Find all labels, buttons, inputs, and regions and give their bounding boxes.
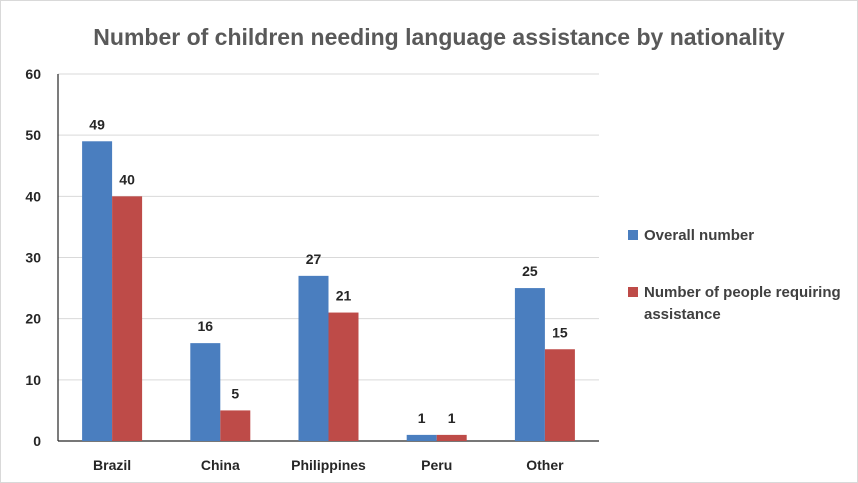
- legend: Overall number Number of people requiring…: [628, 227, 841, 323]
- x-category-label: China: [201, 457, 240, 473]
- bar: [436, 434, 467, 441]
- data-label: 16: [198, 318, 214, 334]
- y-tick-label: 30: [25, 250, 41, 266]
- bar: [82, 141, 113, 442]
- bar: [406, 434, 437, 441]
- bar: [298, 275, 329, 441]
- legend-label: Overall number: [644, 227, 754, 244]
- y-tick-label: 60: [25, 66, 41, 82]
- bars: [82, 141, 575, 442]
- data-label: 5: [231, 385, 239, 401]
- data-label: 1: [418, 410, 426, 426]
- bar: [514, 288, 545, 441]
- bar: [112, 196, 143, 441]
- data-label: 15: [552, 324, 568, 340]
- legend-swatch: [628, 287, 638, 297]
- bar: [190, 343, 221, 441]
- bar: [328, 312, 359, 441]
- gridlines: [58, 73, 599, 381]
- x-category-label: Other: [526, 457, 564, 473]
- x-category-label: Philippines: [291, 457, 366, 473]
- data-label: 49: [89, 116, 105, 132]
- legend-swatch: [628, 230, 638, 240]
- data-labels: 49 40 16 5 27 21 1 1 25 15: [89, 116, 568, 426]
- y-tick-label: 20: [25, 311, 41, 327]
- legend-label-line: Number of people requiring: [644, 284, 841, 301]
- legend-label: Number of people requiring assistance: [644, 284, 841, 323]
- x-category-label: Peru: [421, 457, 452, 473]
- x-category-label: Brazil: [93, 457, 131, 473]
- legend-label-line: Overall number: [644, 227, 754, 244]
- y-tick-label: 50: [25, 127, 41, 143]
- data-label: 1: [448, 410, 456, 426]
- data-label: 21: [336, 288, 352, 304]
- axes: 0 10 20 30 40 50 60 Brazil China Philippines Peru O…: [25, 66, 599, 473]
- y-tick-label: 40: [25, 188, 41, 204]
- data-label: 40: [119, 171, 135, 187]
- y-tick-label: 10: [25, 372, 41, 388]
- data-label: 27: [306, 251, 322, 267]
- legend-label-line: assistance: [644, 306, 721, 323]
- bar: [220, 410, 251, 441]
- y-tick-label: 0: [33, 433, 41, 449]
- chart-title: Number of children needing language assi…: [93, 24, 785, 50]
- bar: [544, 349, 575, 441]
- data-label: 25: [522, 263, 538, 279]
